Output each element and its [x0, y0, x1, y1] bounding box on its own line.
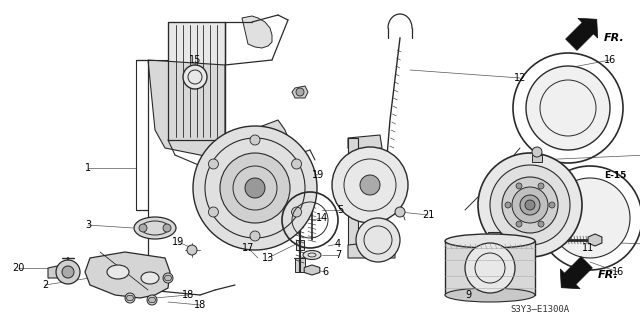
Circle shape	[465, 243, 515, 293]
Text: 18: 18	[182, 290, 194, 300]
Text: 7: 7	[335, 250, 341, 260]
Text: S3Y3–E1300A: S3Y3–E1300A	[511, 306, 570, 315]
Circle shape	[332, 147, 408, 223]
Circle shape	[395, 207, 405, 217]
Circle shape	[360, 175, 380, 195]
Ellipse shape	[445, 288, 535, 302]
Circle shape	[193, 126, 317, 250]
Polygon shape	[488, 232, 500, 248]
Text: 20: 20	[12, 263, 24, 273]
Circle shape	[250, 231, 260, 241]
Text: 11: 11	[582, 243, 594, 253]
Circle shape	[526, 66, 610, 150]
Polygon shape	[296, 240, 304, 250]
Circle shape	[525, 200, 535, 210]
Circle shape	[220, 153, 290, 223]
Text: 1: 1	[85, 163, 91, 173]
Circle shape	[538, 221, 544, 227]
Circle shape	[512, 187, 548, 223]
Polygon shape	[588, 234, 602, 246]
Text: 14: 14	[316, 213, 328, 223]
Polygon shape	[48, 265, 62, 278]
Circle shape	[550, 178, 630, 258]
Circle shape	[502, 177, 558, 233]
Text: 5: 5	[337, 205, 343, 215]
Circle shape	[549, 202, 555, 208]
Text: 16: 16	[612, 267, 624, 277]
Polygon shape	[168, 22, 225, 140]
Circle shape	[187, 245, 197, 255]
Circle shape	[125, 293, 135, 303]
Text: 19: 19	[172, 237, 184, 247]
Circle shape	[538, 183, 544, 189]
Polygon shape	[566, 18, 598, 50]
Ellipse shape	[141, 272, 159, 284]
Circle shape	[532, 147, 542, 157]
Polygon shape	[348, 135, 382, 152]
Circle shape	[292, 159, 301, 169]
Text: 15: 15	[189, 55, 201, 65]
Circle shape	[56, 260, 80, 284]
Polygon shape	[532, 155, 542, 162]
Text: 6: 6	[322, 267, 328, 277]
Text: 3: 3	[85, 220, 91, 230]
Polygon shape	[295, 258, 305, 272]
Circle shape	[478, 153, 582, 257]
Circle shape	[250, 135, 260, 145]
Circle shape	[505, 202, 511, 208]
Polygon shape	[292, 86, 308, 98]
Polygon shape	[126, 295, 134, 300]
Ellipse shape	[107, 265, 129, 279]
Text: 12: 12	[514, 73, 526, 83]
Text: 17: 17	[242, 243, 254, 253]
Circle shape	[147, 295, 157, 305]
Polygon shape	[445, 241, 535, 295]
Text: 9: 9	[465, 290, 471, 300]
Circle shape	[356, 218, 400, 262]
Circle shape	[139, 224, 147, 232]
Polygon shape	[148, 60, 295, 195]
Text: 19: 19	[312, 170, 324, 180]
Circle shape	[62, 266, 74, 278]
Circle shape	[163, 273, 173, 283]
Text: FR.: FR.	[598, 270, 619, 280]
Polygon shape	[148, 297, 156, 303]
Polygon shape	[164, 275, 172, 281]
Polygon shape	[348, 240, 395, 258]
Polygon shape	[348, 138, 358, 255]
Ellipse shape	[303, 250, 321, 259]
Text: E-15: E-15	[604, 170, 626, 180]
Polygon shape	[85, 252, 170, 298]
Circle shape	[296, 88, 304, 96]
Circle shape	[490, 165, 570, 245]
Polygon shape	[304, 265, 320, 275]
Circle shape	[516, 221, 522, 227]
Text: FR.: FR.	[604, 33, 625, 43]
Text: 13: 13	[262, 253, 274, 263]
Polygon shape	[560, 256, 593, 289]
Ellipse shape	[445, 234, 535, 248]
Text: 18: 18	[194, 300, 206, 310]
Text: 16: 16	[604, 55, 616, 65]
Circle shape	[292, 207, 301, 217]
Ellipse shape	[134, 217, 176, 239]
Circle shape	[516, 183, 522, 189]
Text: 2: 2	[42, 280, 48, 290]
Text: 4: 4	[335, 239, 341, 249]
Circle shape	[183, 65, 207, 89]
Circle shape	[163, 224, 171, 232]
Circle shape	[209, 207, 218, 217]
Circle shape	[520, 195, 540, 215]
Circle shape	[245, 178, 265, 198]
Circle shape	[209, 159, 218, 169]
Text: 21: 21	[422, 210, 434, 220]
Polygon shape	[242, 16, 272, 48]
